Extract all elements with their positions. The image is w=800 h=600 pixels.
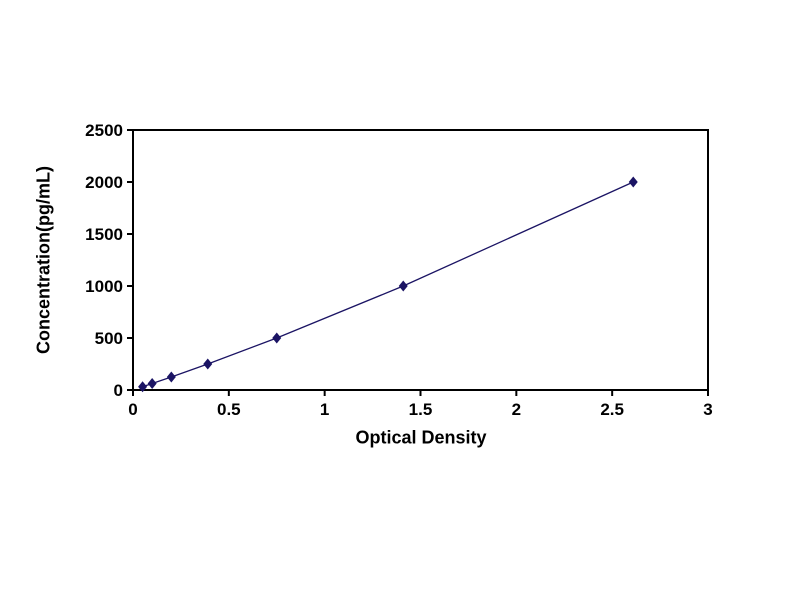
- data-point-marker: [166, 371, 176, 383]
- y-tick-label: 2500: [85, 121, 123, 140]
- y-tick-label: 0: [114, 381, 123, 400]
- y-tick-label: 2000: [85, 173, 123, 192]
- x-tick-label: 1: [320, 400, 329, 419]
- y-tick-label: 500: [95, 329, 123, 348]
- plot-border: [132, 129, 709, 391]
- data-point-marker: [272, 332, 282, 344]
- data-point-marker: [203, 358, 213, 370]
- x-tick-label: 1.5: [409, 400, 433, 419]
- x-axis-label: Optical Density: [355, 427, 487, 448]
- x-tick-label: 0.5: [217, 400, 241, 419]
- y-tick-label: 1000: [85, 277, 123, 296]
- x-tick-label: 3: [703, 400, 712, 419]
- x-tick-label: 2.5: [600, 400, 624, 419]
- y-axis-label: Concentration(pg/mL): [33, 166, 54, 354]
- data-point-marker: [398, 280, 408, 292]
- data-point-marker: [138, 381, 148, 393]
- data-point-marker: [147, 378, 157, 389]
- y-tick-label: 1500: [85, 225, 123, 244]
- x-tick-label: 0: [128, 400, 137, 419]
- data-point-marker: [628, 176, 638, 188]
- x-tick-label: 2: [512, 400, 521, 419]
